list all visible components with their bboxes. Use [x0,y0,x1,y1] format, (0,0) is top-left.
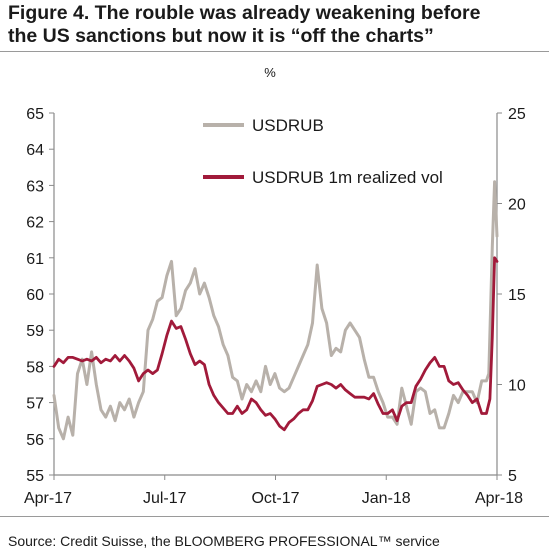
chart-source-note: Source: Credit Suisse, the BLOOMBERG PRO… [8,533,440,549]
right-y-tick-label: 25 [508,106,526,123]
left-y-tick-label: 58 [26,359,44,376]
chart-legend: USDRUB USDRUB 1m realized vol [203,116,443,187]
chart-title-line-2: the US sanctions but now it is “off the … [8,25,434,47]
left-y-tick-label: 62 [26,215,44,232]
chart-ticks: 55 56 57 58 59 60 61 62 63 64 65 5 10 15 20 25 Apr-17 Jul… [24,106,526,507]
x-tick-label: Jan-18 [362,490,411,507]
left-y-tick-label: 56 [26,432,44,449]
left-y-tick-label: 55 [26,468,44,485]
chart-title-line-1: Figure 4. The rouble was already weakeni… [8,2,481,24]
right-y-tick-label: 10 [508,378,526,395]
right-y-tick-label: 20 [508,197,526,214]
left-y-tick-label: 60 [26,287,44,304]
chart-series [52,180,499,441]
right-axis-unit-label: % [264,65,276,80]
left-y-tick-label: 57 [26,396,44,413]
x-tick-label: Apr-18 [475,490,523,507]
chart-title: Figure 4. The rouble was already weakeni… [8,2,543,48]
x-tick-label: Apr-17 [24,490,72,507]
legend-label-vol: USDRUB 1m realized vol [252,168,443,187]
left-y-tick-label: 64 [26,142,44,159]
x-tick-label: Jul-17 [143,490,187,507]
left-y-tick-label: 63 [26,178,44,195]
series-line-usdrub [52,180,499,441]
legend-label-usdrub: USDRUB [252,116,324,135]
right-y-tick-label: 15 [508,287,526,304]
footer-rule [0,516,549,517]
x-tick-label: Oct-17 [251,490,299,507]
right-y-tick-label: 5 [508,468,517,485]
left-y-tick-label: 59 [26,323,44,340]
left-y-tick-label: 61 [26,251,44,268]
title-rule [0,51,549,52]
series-line-vol [52,256,499,432]
left-y-tick-label: 65 [26,106,44,123]
